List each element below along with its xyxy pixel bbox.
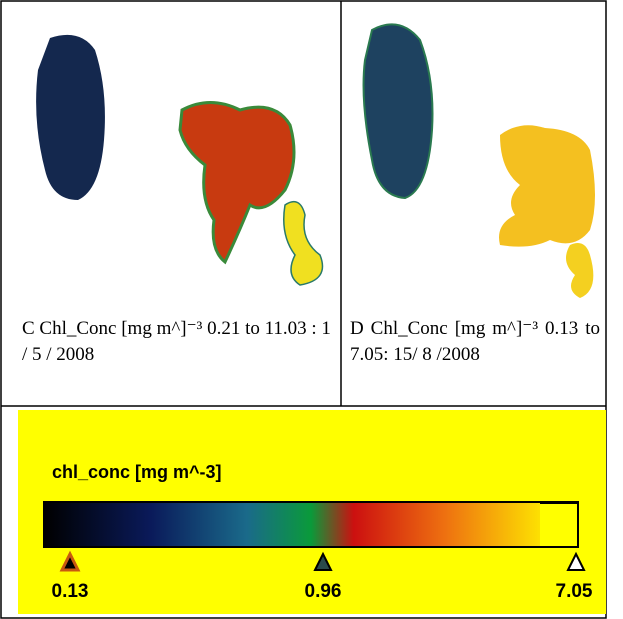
- colorbar: [43, 501, 579, 548]
- colorbar-label: 0.13: [52, 581, 89, 602]
- caption-c: C Chl_Conc [mg m^]⁻³ 0.21 to 11.03 : 1 /…: [22, 318, 331, 365]
- caption-d: D Chl_Conc [mg m^]⁻³ 0.13 to 7.05: 15/ 8…: [350, 318, 600, 365]
- colorbar-label: 0.96: [305, 581, 342, 602]
- map-image-c: [36, 34, 324, 286]
- colorbar-end: [540, 503, 577, 546]
- colorbar-label: 7.05: [556, 581, 593, 602]
- table-border: [0, 0, 607, 619]
- marker-triangle: [313, 551, 333, 571]
- colorbar-title: chl_conc [mg m^-3]: [52, 462, 222, 482]
- marker-triangle: [59, 550, 81, 572]
- map-image-d: [362, 23, 595, 298]
- marker-triangle: [566, 551, 586, 571]
